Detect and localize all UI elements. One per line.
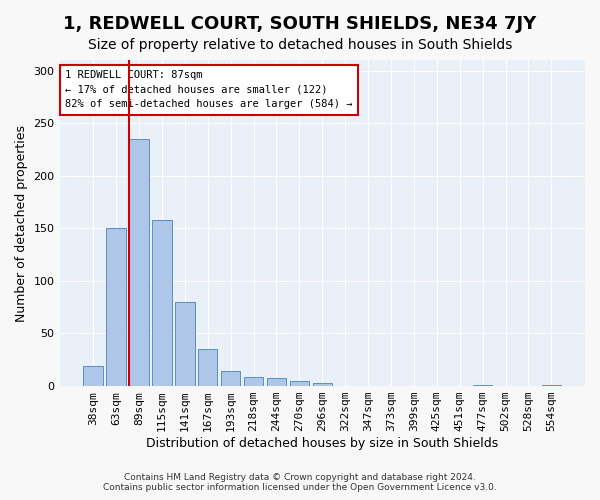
Text: 1 REDWELL COURT: 87sqm
← 17% of detached houses are smaller (122)
82% of semi-de: 1 REDWELL COURT: 87sqm ← 17% of detached… (65, 70, 352, 110)
Bar (244, 376, 263, 386)
Bar (267, 378, 286, 386)
Y-axis label: Number of detached properties: Number of detached properties (15, 124, 28, 322)
Bar (198, 350, 217, 386)
Bar (129, 139, 149, 386)
Bar (313, 383, 332, 386)
Text: Contains HM Land Registry data © Crown copyright and database right 2024.
Contai: Contains HM Land Registry data © Crown c… (103, 473, 497, 492)
X-axis label: Distribution of detached houses by size in South Shields: Distribution of detached houses by size … (146, 437, 499, 450)
Bar (152, 220, 172, 386)
Bar (175, 302, 194, 386)
Bar (106, 228, 126, 386)
Bar (542, 385, 561, 386)
Bar (473, 385, 493, 386)
Bar (221, 372, 241, 386)
Bar (83, 366, 103, 386)
Text: 1, REDWELL COURT, SOUTH SHIELDS, NE34 7JY: 1, REDWELL COURT, SOUTH SHIELDS, NE34 7J… (64, 15, 536, 33)
Bar (290, 381, 309, 386)
Text: Size of property relative to detached houses in South Shields: Size of property relative to detached ho… (88, 38, 512, 52)
